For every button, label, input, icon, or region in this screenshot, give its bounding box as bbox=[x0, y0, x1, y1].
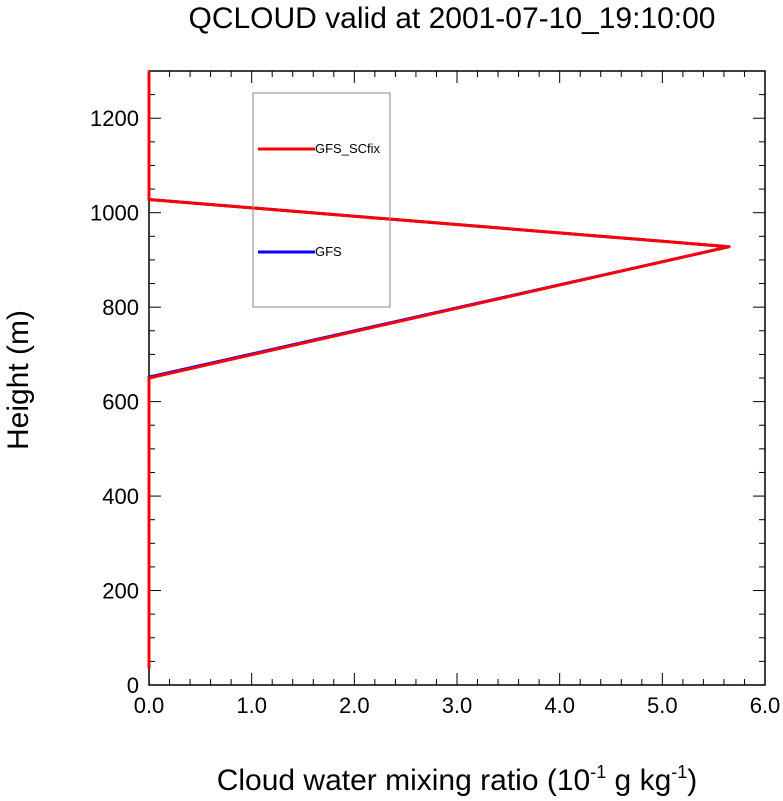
y-tick-label: 600 bbox=[102, 390, 139, 415]
x-tick-label: 3.0 bbox=[442, 693, 473, 718]
series-line-gfs bbox=[147, 71, 731, 669]
y-tick-label: 400 bbox=[102, 484, 139, 509]
plot-frame bbox=[148, 70, 766, 686]
legend: GFS_SCfix GFS bbox=[252, 92, 391, 308]
y-tick-label: 0 bbox=[127, 673, 139, 698]
y-axis-title: Height (m) bbox=[2, 310, 35, 450]
chart-title: QCLOUD valid at 2001-07-10_19:10:00 bbox=[189, 2, 716, 35]
x-tick-label: 5.0 bbox=[647, 693, 678, 718]
legend-label-gfs: GFS bbox=[315, 244, 342, 259]
y-tick-label: 1000 bbox=[90, 201, 139, 226]
y-tick-labels: 0 200 400 600 800 1000 1200 bbox=[90, 106, 139, 698]
x-axis-title: Cloud water mixing ratio (10-1 g kg-1) bbox=[217, 762, 698, 797]
x-tick-label: 1.0 bbox=[236, 693, 267, 718]
y-tick-label: 800 bbox=[102, 295, 139, 320]
legend-box bbox=[252, 92, 391, 308]
x-tick-labels: 0.0 1.0 2.0 3.0 4.0 5.0 6.0 bbox=[134, 693, 781, 718]
plot-area bbox=[147, 70, 766, 686]
y-tick-label: 1200 bbox=[90, 106, 139, 131]
x-tick-label: 0.0 bbox=[134, 693, 165, 718]
x-tick-label: 4.0 bbox=[544, 693, 575, 718]
series-line-gfs-scfix bbox=[147, 71, 731, 669]
legend-label-gfs-scfix: GFS_SCfix bbox=[315, 141, 381, 156]
x-axis-exponent-1: -1 bbox=[590, 762, 606, 782]
y-tick-label: 200 bbox=[102, 579, 139, 604]
series-layer bbox=[147, 71, 731, 669]
axis-ticks bbox=[148, 70, 766, 686]
x-tick-label: 6.0 bbox=[750, 693, 781, 718]
x-axis-exponent-2: -1 bbox=[671, 762, 687, 782]
x-tick-label: 2.0 bbox=[339, 693, 370, 718]
